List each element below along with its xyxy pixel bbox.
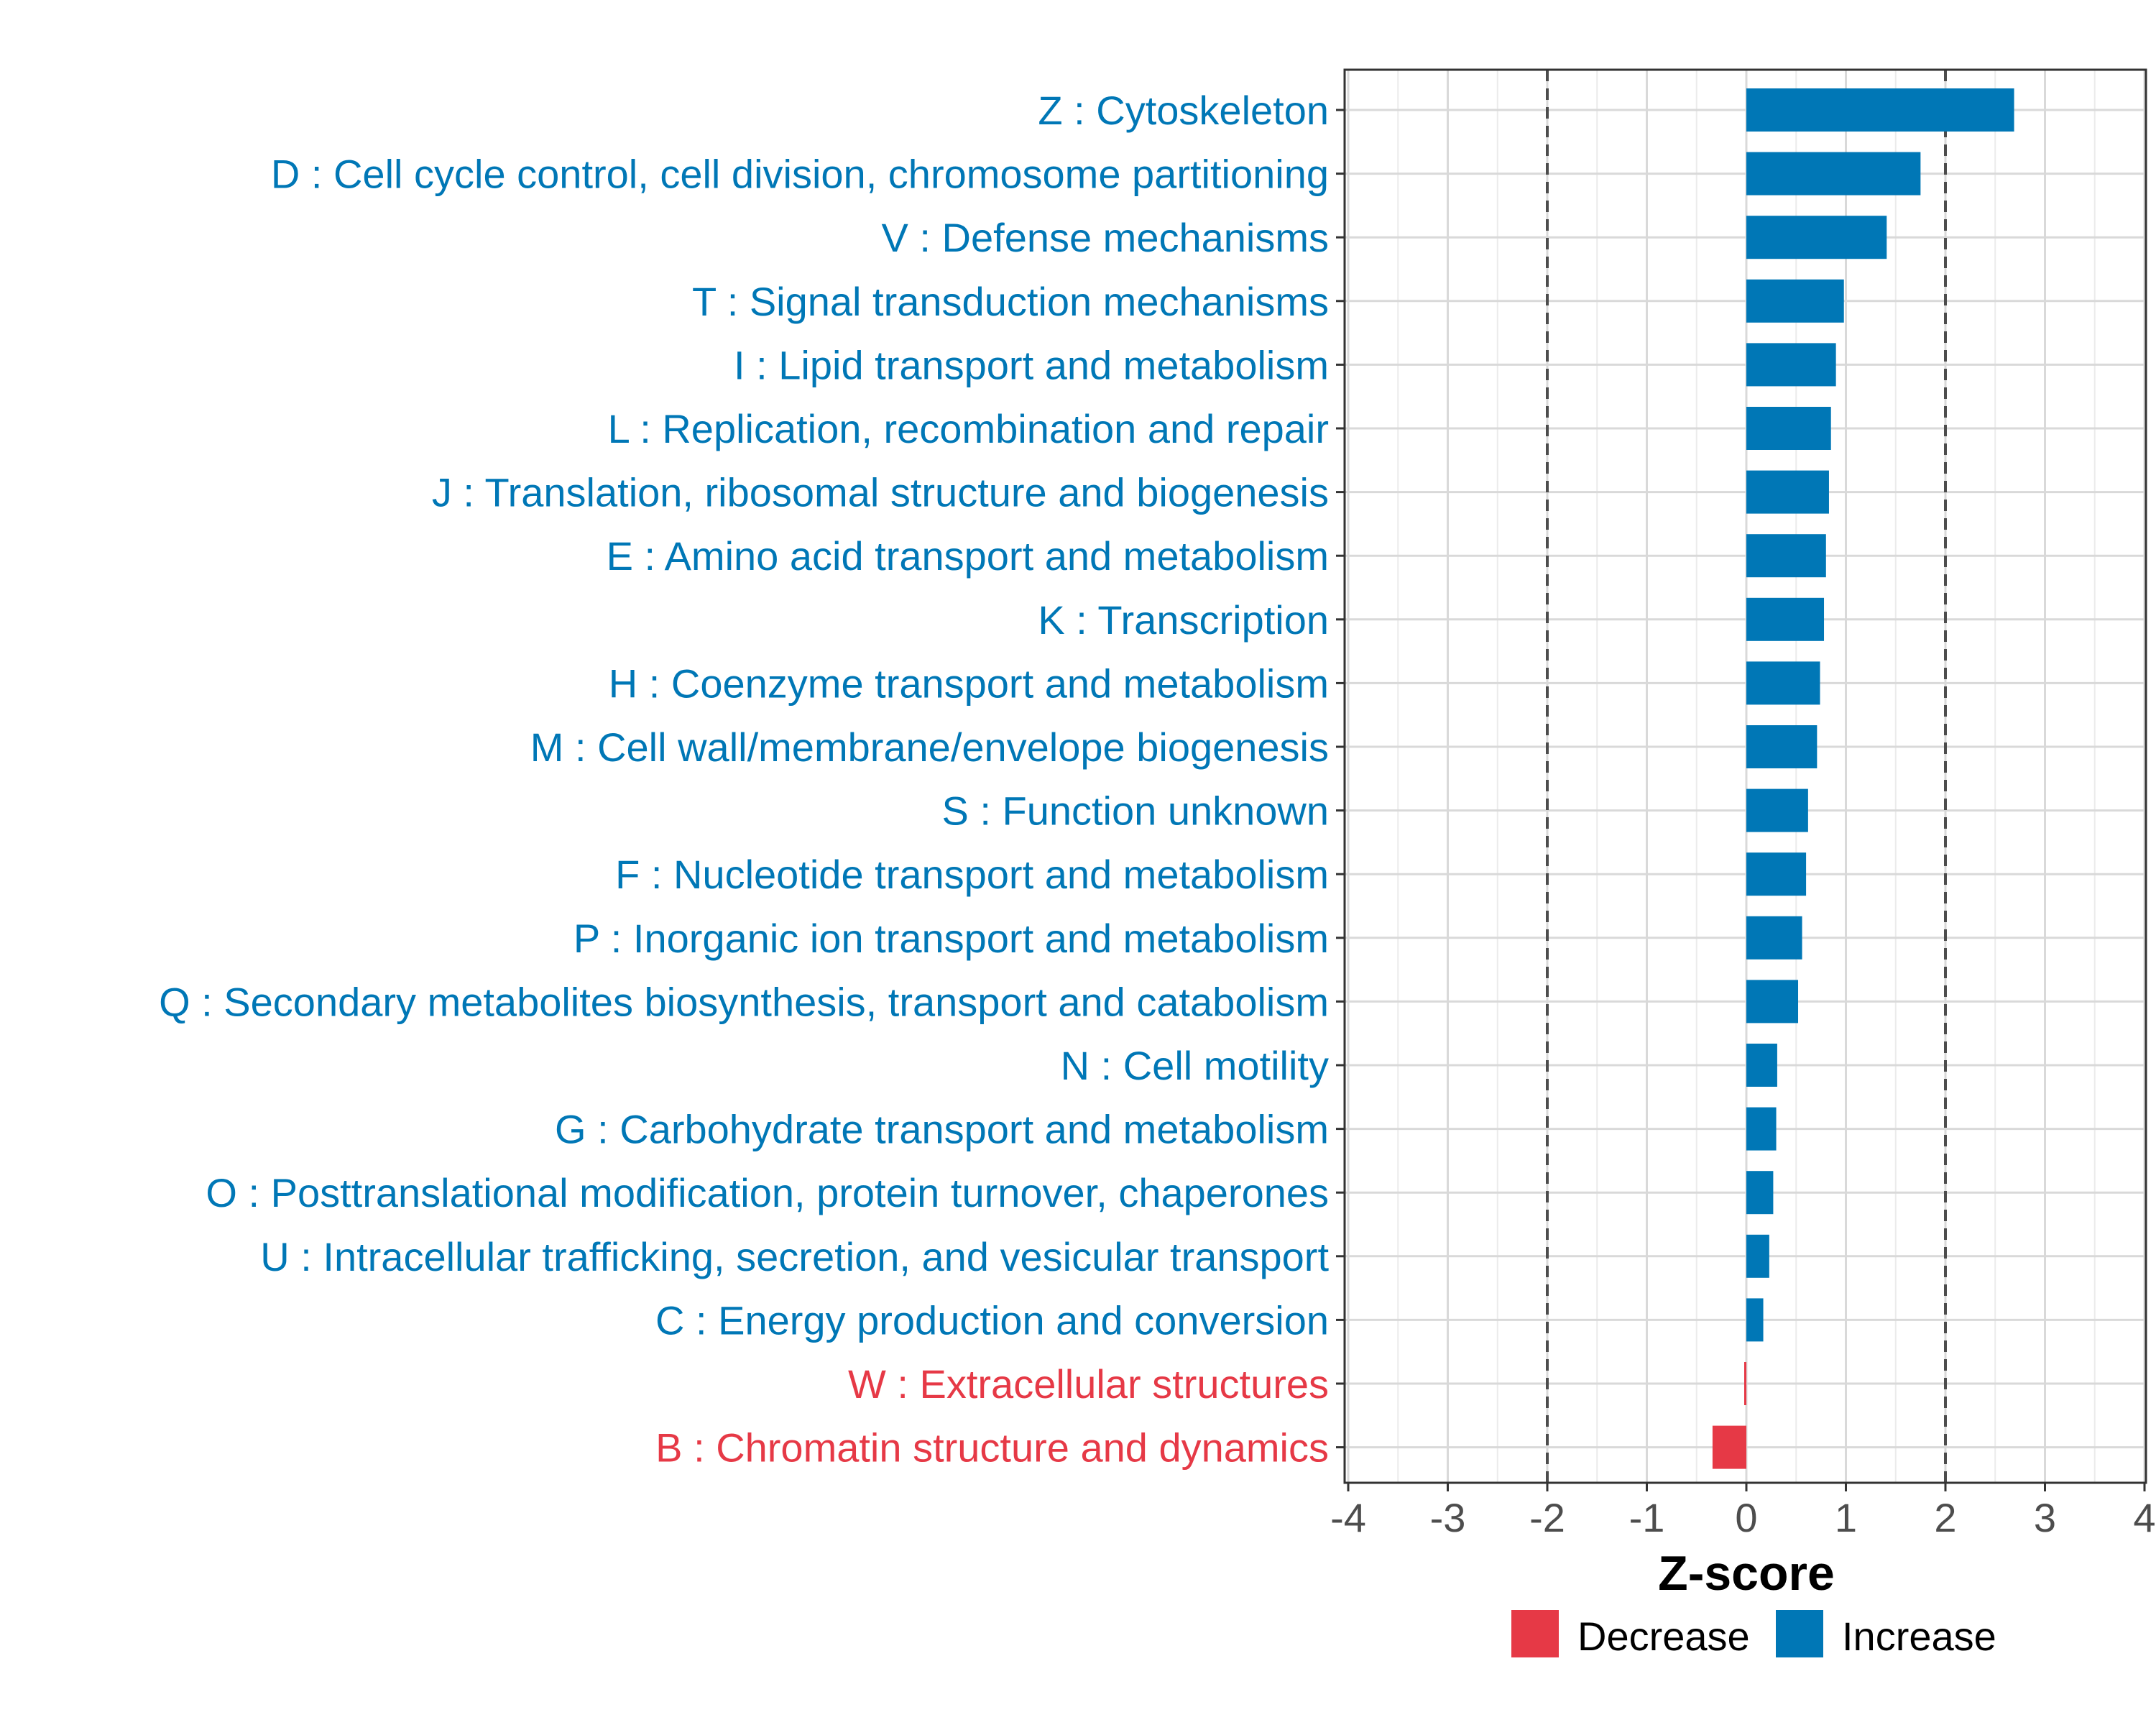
bar (1746, 279, 1844, 323)
bar (1744, 1362, 1746, 1405)
category-label: K : Transcription (1038, 597, 1329, 643)
x-tick-label: 0 (1735, 1495, 1757, 1540)
x-axis-ticks (1347, 1483, 2146, 1491)
category-label: B : Chromatin structure and dynamics (655, 1425, 1329, 1471)
bar (1746, 852, 1807, 896)
category-label: H : Coenzyme transport and metabolism (609, 661, 1329, 706)
category-label: Q : Secondary metabolites biosynthesis, … (159, 979, 1329, 1024)
category-label: G : Carbohydrate transport and metabolis… (555, 1107, 1329, 1152)
legend-label-decrease: Decrease (1577, 1614, 1750, 1659)
reference-lines (1546, 70, 1947, 1483)
x-tick-label: -1 (1629, 1495, 1665, 1540)
category-label: L : Replication, recombination and repai… (608, 406, 1329, 451)
category-label: E : Amino acid transport and metabolism (607, 533, 1329, 579)
category-label: S : Function unknown (941, 788, 1329, 834)
bars (1712, 88, 2014, 1469)
x-tick-label: -3 (1430, 1495, 1466, 1540)
bar (1712, 1425, 1746, 1469)
bar (1746, 788, 1808, 832)
bar (1746, 343, 1836, 387)
x-tick-label: 4 (2133, 1495, 2155, 1540)
legend-swatch-increase (1776, 1610, 1823, 1657)
x-tick-labels: -4 -3 -2 -1 0 1 2 3 4 (1330, 1495, 2155, 1540)
x-axis-title: Z-score (1658, 1546, 1835, 1601)
bar (1746, 1298, 1764, 1342)
category-label: I : Lipid transport and metabolism (734, 342, 1329, 387)
bar (1746, 470, 1829, 514)
category-label: D : Cell cycle control, cell division, c… (271, 152, 1329, 197)
x-tick-label: 3 (2034, 1495, 2056, 1540)
bar (1746, 1107, 1777, 1151)
category-label: Z : Cytoskeleton (1038, 88, 1329, 133)
bar (1746, 661, 1820, 705)
bar (1746, 1044, 1777, 1087)
bar (1746, 1234, 1769, 1278)
bar (1746, 1171, 1774, 1215)
bar (1746, 725, 1818, 768)
bar (1746, 980, 1799, 1024)
legend: Decrease Increase (1511, 1610, 1996, 1659)
y-axis-ticks (1336, 109, 1345, 1449)
category-label: F : Nucleotide transport and metabolism (615, 852, 1329, 897)
x-tick-label: 2 (1934, 1495, 1956, 1540)
category-label: C : Energy production and conversion (655, 1297, 1329, 1343)
category-label: T : Signal transduction mechanisms (692, 279, 1329, 324)
category-label: V : Defense mechanisms (882, 215, 1329, 260)
bar (1746, 916, 1802, 960)
legend-swatch-decrease (1511, 1610, 1559, 1657)
bar (1746, 407, 1831, 450)
bar (1746, 534, 1826, 578)
legend-label-increase: Increase (1842, 1614, 1996, 1659)
x-tick-label: -4 (1330, 1495, 1366, 1540)
category-label: U : Intracellular trafficking, secretion… (260, 1234, 1329, 1279)
category-label: J : Translation, ribosomal structure and… (432, 470, 1329, 515)
bar (1746, 597, 1825, 641)
bar (1746, 88, 2014, 132)
category-labels: Z : Cytoskeleton D : Cell cycle control, … (159, 88, 1329, 1471)
category-label: O : Posttranslational modification, prot… (206, 1170, 1329, 1215)
category-label: M : Cell wall/membrane/envelope biogenes… (530, 724, 1329, 770)
x-tick-label: -2 (1529, 1495, 1565, 1540)
bar (1746, 216, 1887, 259)
category-label: W : Extracellular structures (848, 1361, 1329, 1407)
category-label: P : Inorganic ion transport and metaboli… (573, 916, 1329, 961)
bar (1746, 152, 1921, 196)
x-tick-label: 1 (1835, 1495, 1857, 1540)
category-label: N : Cell motility (1061, 1043, 1329, 1088)
